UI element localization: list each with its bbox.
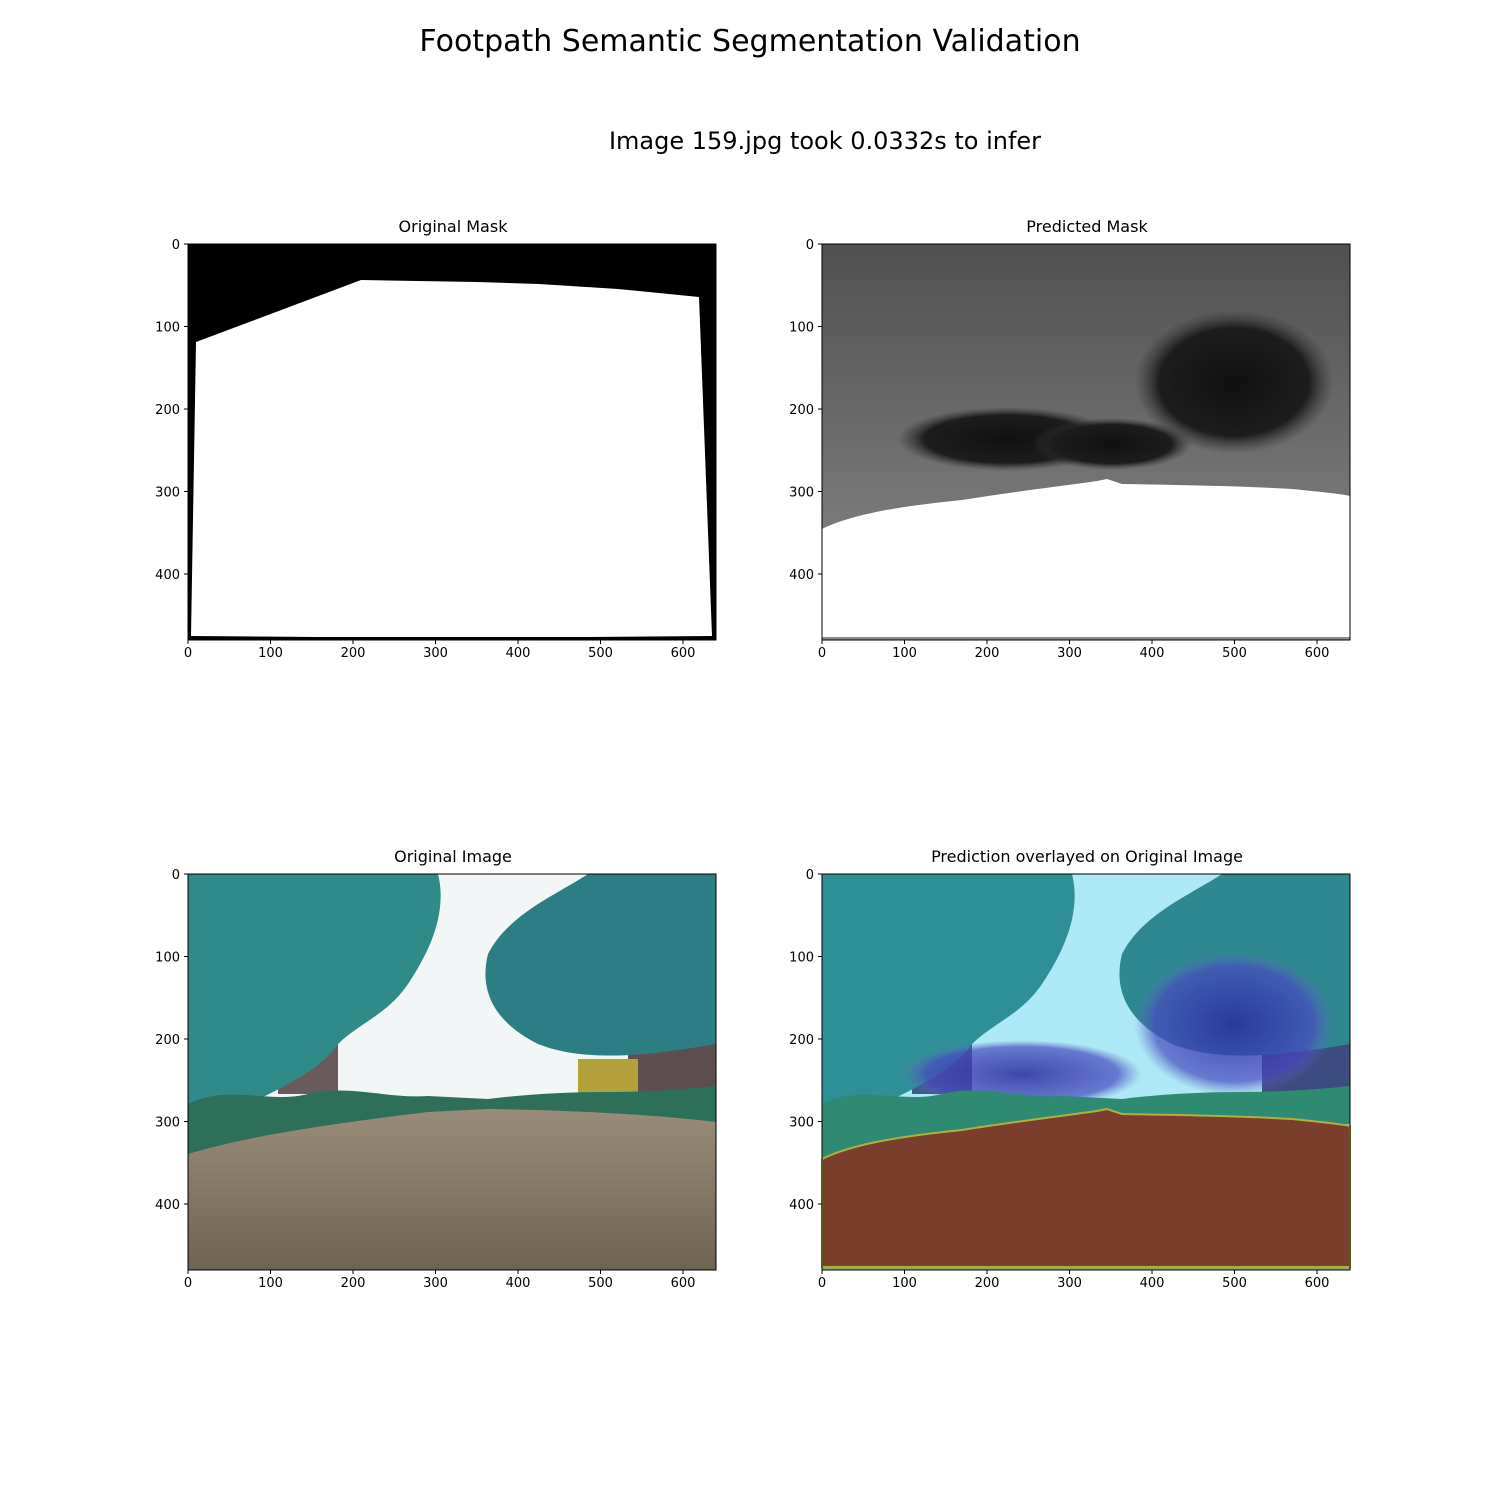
overlay-foliage-left — [822, 874, 1075, 1154]
predicted-mask-axes: 0 100 200 300 400 500 600 0 100 200 300 400 — [789, 238, 1351, 661]
x-tick-label: 200 — [341, 646, 366, 661]
x-tick-label: 200 — [975, 1276, 1000, 1291]
photo-foliage-left — [188, 874, 441, 1154]
prediction-overlay-axes: 0 100 200 300 400 500 600 0 100 200 300 400 — [789, 868, 1351, 1291]
x-tick-label: 600 — [671, 646, 696, 661]
x-tick-label: 400 — [506, 1276, 531, 1291]
panel-title: Predicted Mask — [1026, 217, 1148, 236]
original-image-panel: Original Image 0 100 200 300 400 500 600 0 100 20… — [88, 847, 717, 1344]
x-tick-label: 200 — [341, 1276, 366, 1291]
x-tick-label: 100 — [258, 1276, 283, 1291]
x-tick-label: 100 — [892, 1276, 917, 1291]
x-tick-label: 300 — [1057, 1276, 1082, 1291]
predicted-blob-right — [1134, 310, 1334, 454]
figure-title: Footpath Semantic Segmentation Validatio… — [419, 24, 1081, 59]
y-tick-label: 300 — [789, 486, 814, 501]
y-tick-label: 400 — [789, 1198, 814, 1213]
overlay-footpath-region — [821, 1107, 1351, 1268]
x-tick-label: 600 — [1305, 1276, 1330, 1291]
y-tick-label: 400 — [155, 1198, 180, 1213]
axes-frame — [187, 243, 717, 641]
x-tick-label: 500 — [588, 1276, 613, 1291]
x-tick-label: 100 — [892, 646, 917, 661]
x-tick-label: 300 — [423, 646, 448, 661]
x-tick-label: 200 — [975, 646, 1000, 661]
original-image-axes: 0 100 200 300 400 500 600 0 100 200 300 400 — [155, 868, 717, 1291]
x-tick-label: 0 — [818, 646, 826, 661]
y-tick-label: 100 — [789, 951, 814, 966]
panel-title: Original Image — [394, 847, 512, 866]
x-tick-label: 500 — [1222, 646, 1247, 661]
x-tick-label: 500 — [588, 646, 613, 661]
predicted-footpath-region — [822, 479, 1350, 637]
panel-title: Original Mask — [398, 217, 508, 236]
x-tick-label: 0 — [184, 1276, 192, 1291]
y-tick-label: 300 — [789, 1116, 814, 1131]
original-mask-axes: 0 100 200 300 400 500 600 0 100 200 300 400 — [155, 238, 717, 661]
x-tick-label: 300 — [1057, 646, 1082, 661]
y-tick-label: 0 — [806, 868, 814, 883]
x-tick-label: 0 — [184, 646, 192, 661]
y-tick-label: 200 — [155, 1033, 180, 1048]
x-tick-label: 400 — [506, 646, 531, 661]
original-mask-panel: Original Mask 0 100 200 300 400 500 600 0 100 200… — [88, 217, 717, 714]
y-tick-label: 0 — [172, 868, 180, 883]
y-tick-label: 300 — [155, 1116, 180, 1131]
x-tick-label: 100 — [258, 646, 283, 661]
x-tick-label: 400 — [1140, 646, 1165, 661]
predicted-mask-panel: Predicted Mask 0 100 200 300 400 500 600 0 100 20… — [722, 217, 1351, 714]
y-tick-label: 300 — [155, 486, 180, 501]
photo-foliage-right — [485, 874, 716, 1056]
mask-footpath-region — [191, 280, 712, 638]
y-tick-label: 400 — [789, 568, 814, 583]
y-tick-label: 100 — [789, 321, 814, 336]
axes-frame — [187, 873, 717, 1271]
x-tick-label: 400 — [1140, 1276, 1165, 1291]
figure-subtitle: Image 159.jpg took 0.0332s to infer — [608, 127, 1042, 155]
photo-pavement — [188, 1109, 716, 1270]
y-tick-label: 100 — [155, 951, 180, 966]
prediction-overlay-panel: Prediction overlayed on Original Image 0… — [722, 847, 1351, 1344]
mask-bottom-border — [188, 637, 716, 640]
predicted-blob-mid — [1032, 418, 1192, 470]
y-tick-label: 0 — [172, 238, 180, 253]
y-tick-label: 100 — [155, 321, 180, 336]
axes-frame — [821, 873, 1351, 1271]
y-tick-label: 200 — [789, 403, 814, 418]
y-tick-label: 400 — [155, 568, 180, 583]
y-tick-label: 200 — [789, 1033, 814, 1048]
panel-title: Prediction overlayed on Original Image — [931, 847, 1243, 866]
x-tick-label: 500 — [1222, 1276, 1247, 1291]
y-tick-label: 200 — [155, 403, 180, 418]
overlay-blob-right — [1134, 952, 1334, 1096]
axes-frame — [821, 243, 1351, 641]
x-tick-label: 0 — [818, 1276, 826, 1291]
x-tick-label: 300 — [423, 1276, 448, 1291]
x-tick-label: 600 — [1305, 646, 1330, 661]
predicted-bottom-border — [822, 637, 1350, 640]
y-tick-label: 0 — [806, 238, 814, 253]
x-tick-label: 600 — [671, 1276, 696, 1291]
overlay-bottom-border — [822, 1267, 1350, 1270]
